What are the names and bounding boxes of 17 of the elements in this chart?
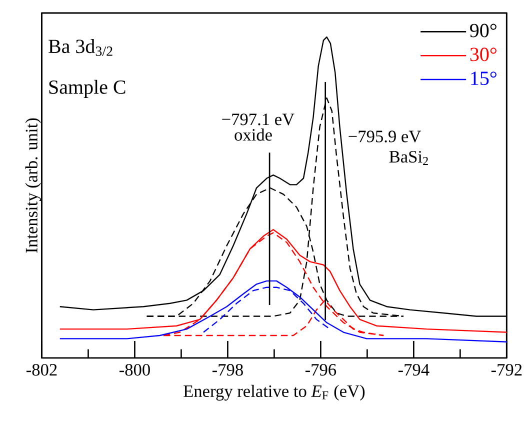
x-axis-title: Energy relative to E$_{F}$ (eV)	[184, 384, 365, 401]
annotation: oxide	[234, 128, 272, 141]
annotation: BaSi$_{2}$	[389, 151, 428, 165]
legend-label: 90°	[470, 24, 496, 38]
x-tick-label: -794	[398, 364, 430, 376]
legend-label: 30°	[470, 48, 496, 62]
x-tick-label: -802	[26, 364, 57, 376]
legend-label: 15°	[471, 72, 496, 86]
x-tick-label: -792	[491, 364, 522, 376]
chart-title: Ba 3d$_{3/2}$	[48, 39, 112, 56]
y-axis-title: Intensity (arb. unit)	[25, 118, 42, 253]
ref-line-label: −795.9 eV	[348, 130, 421, 142]
ref-line-label: −797.1 eV	[222, 114, 294, 126]
text: Sample C	[49, 80, 126, 98]
x-tick-label: -796	[305, 364, 336, 376]
x-tick-label: -800	[119, 364, 150, 376]
x-tick-label: -798	[212, 364, 243, 376]
